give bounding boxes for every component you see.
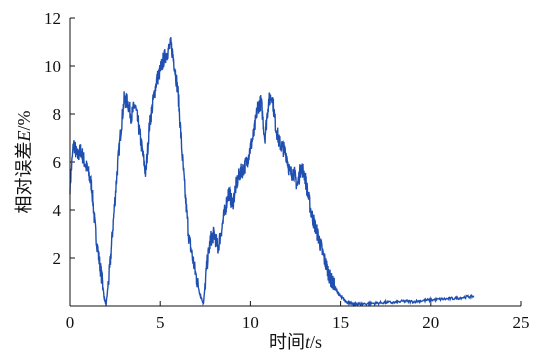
series-line bbox=[69, 37, 475, 308]
y-tick-label: 8 bbox=[53, 105, 62, 124]
x-tick-label: 25 bbox=[513, 313, 530, 332]
x-tick-label: 5 bbox=[156, 313, 165, 332]
x-tick-label: 0 bbox=[66, 313, 75, 332]
y-tick-label: 2 bbox=[53, 249, 62, 268]
y-tick-label: 6 bbox=[53, 153, 62, 172]
x-tick-label: 15 bbox=[332, 313, 349, 332]
y-tick-group: 2 4 6 8 10 12 bbox=[44, 9, 75, 268]
x-axis-label: 时间t/s bbox=[269, 332, 322, 352]
x-tick-group: 0 5 10 15 20 25 bbox=[66, 301, 530, 332]
y-tick-label: 4 bbox=[53, 201, 62, 220]
y-tick-label: 10 bbox=[44, 57, 61, 76]
x-tick-label: 10 bbox=[242, 313, 259, 332]
y-axis-label: 相对误差E/% bbox=[14, 110, 34, 213]
x-tick-label: 20 bbox=[422, 313, 439, 332]
y-tick-label: 12 bbox=[44, 9, 61, 28]
